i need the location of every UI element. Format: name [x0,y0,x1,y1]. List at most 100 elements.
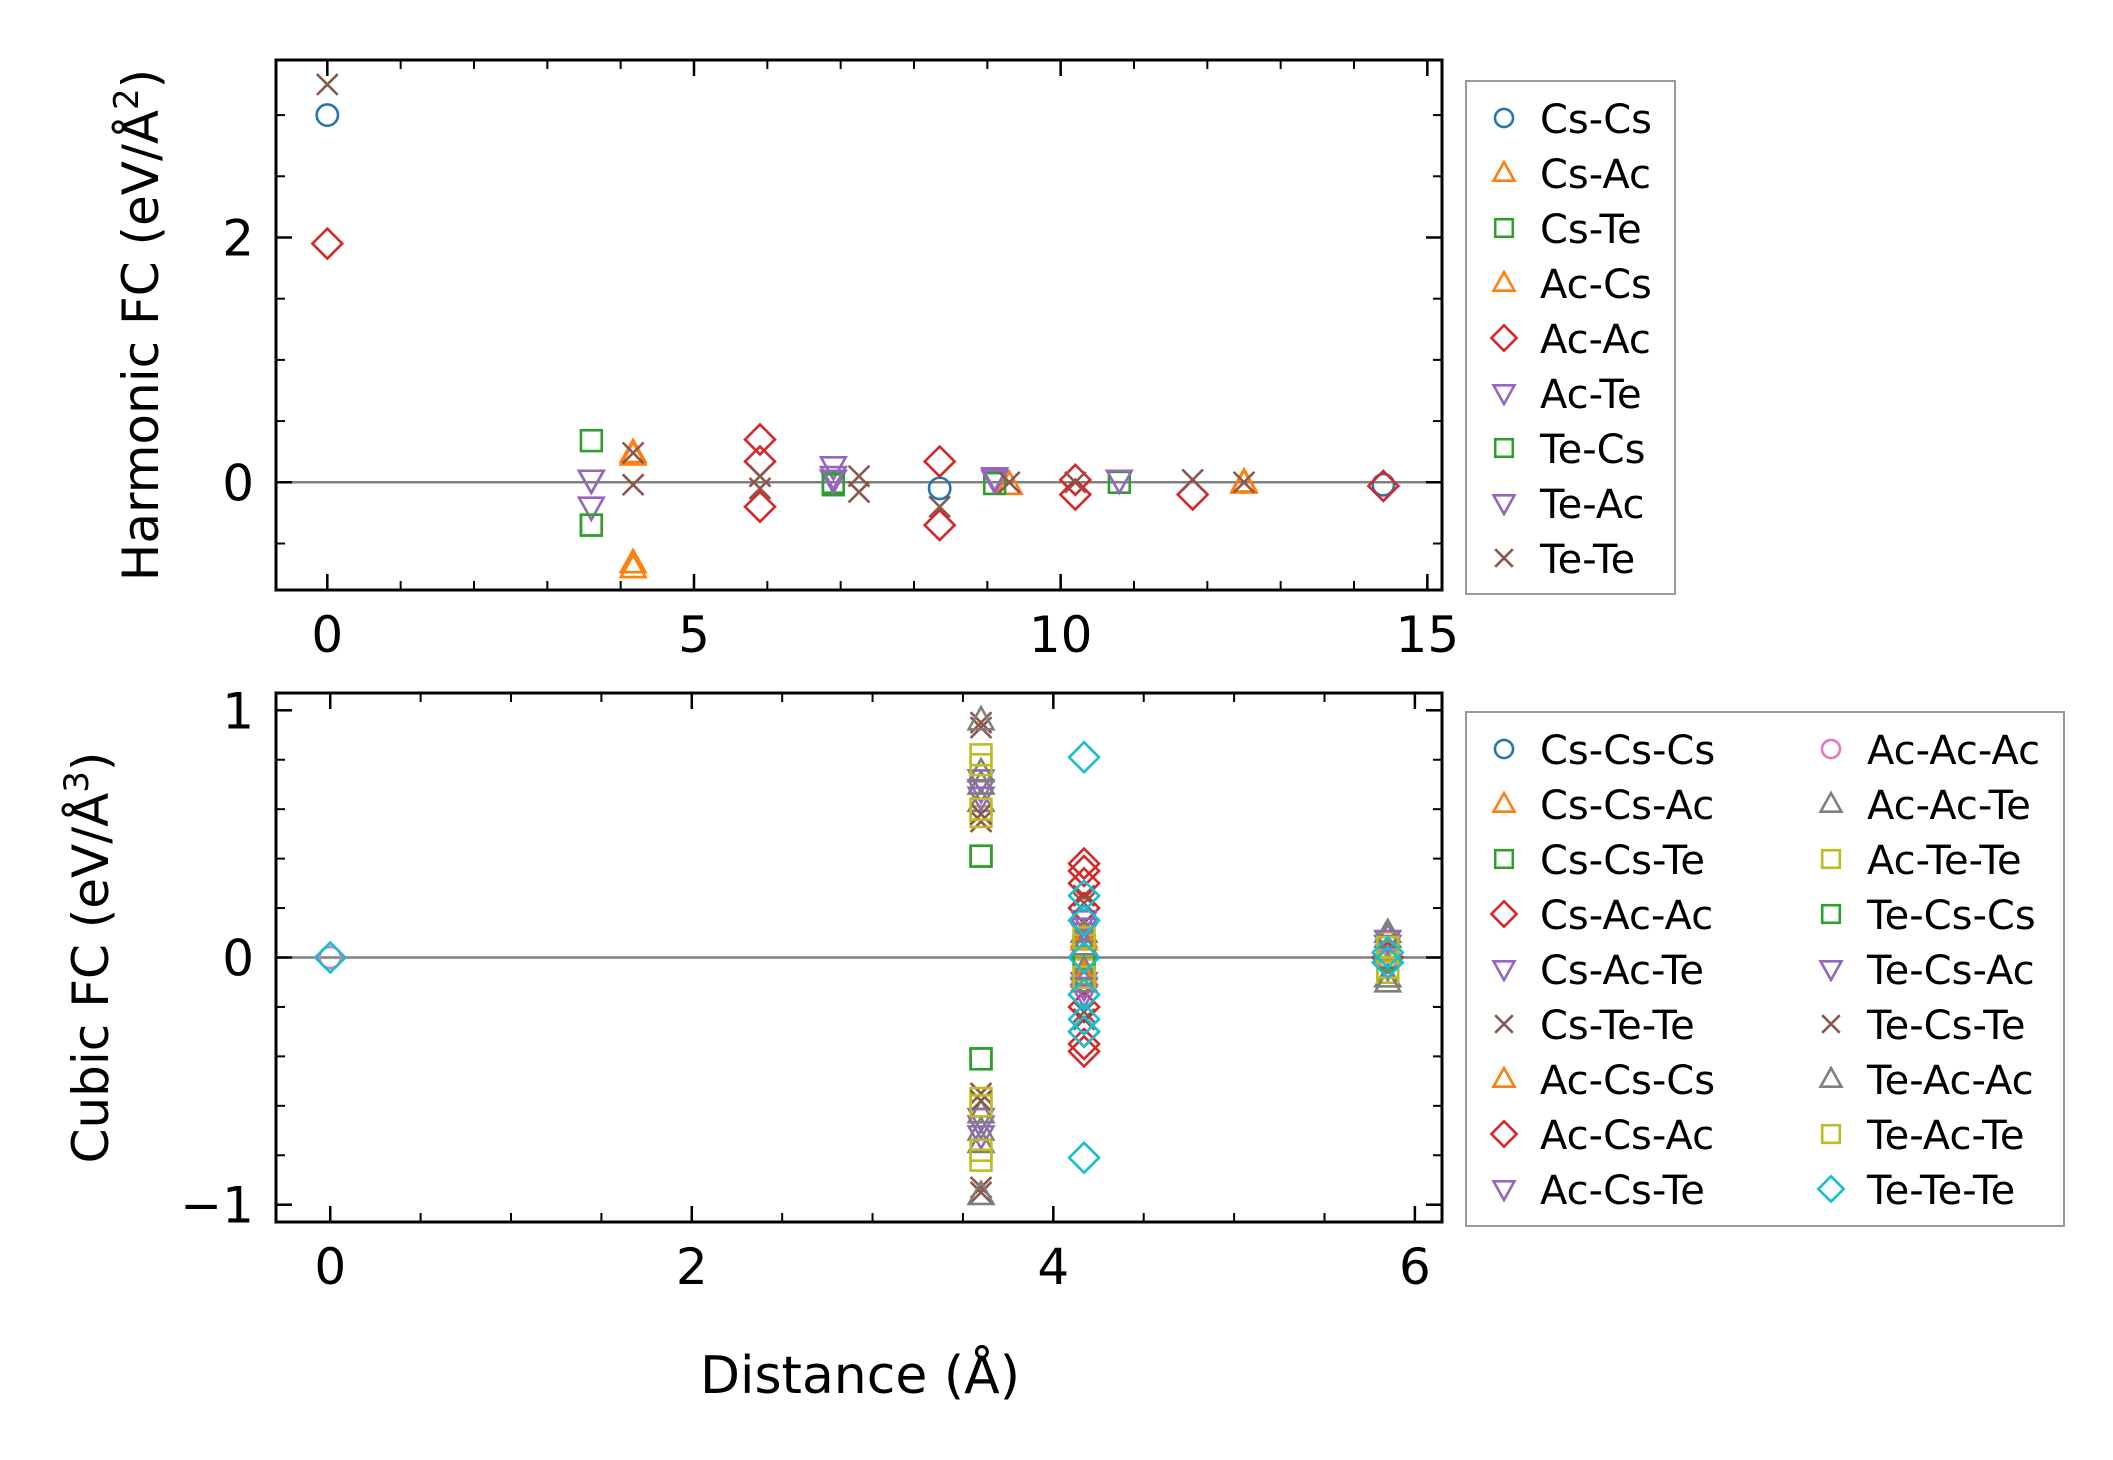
data-point-te-te [316,73,339,96]
data-point-te-te [1181,468,1204,492]
legend-label-ac-ac-ac: Ac-Ac-Ac [1867,728,2040,774]
data-point-ac-ac-te [1373,961,1403,988]
legend-marker-te-ac [1491,493,1517,517]
data-point-ac-ac [1058,463,1093,497]
data-points [310,73,1401,579]
data-point-ac-ac [743,489,777,524]
data-point-te-ac-ac [966,768,996,795]
data-point-cs-cs [315,103,340,128]
legend-label-cs-cs: Cs-Cs [1540,97,1652,143]
data-point-cs-te [579,428,604,453]
legend-label-cs-cs-cs: Cs-Cs-Cs [1540,728,1715,774]
data-point-ac-cs [618,547,648,574]
legend-label-te-ac: Te-Ac [1539,482,1644,528]
data-point-te-te-te [1067,1002,1101,1037]
data-point-te-ac [980,469,1010,496]
legend-marker-ac-cs [1491,269,1517,293]
plot-frame [274,58,1444,592]
data-point-cs-ac [618,552,648,579]
data-point-cs-te-te [969,1181,993,1204]
data-point-te-ac-te [969,1138,993,1163]
legend-label-cs-ac: Cs-Ac [1540,152,1651,198]
data-point-te-te-te [1067,740,1101,775]
cubic-fc-panel: 0 2 4 6 −1 0 1 Cubic FC (eV/Å3) Distance (Å) C… [57,682,2065,1406]
legend: Cs-Cs Cs-Ac Cs-Te Ac-Cs Ac-Ac Ac-Te Te-Cs Te-Ac… [1465,80,1676,595]
data-point-te-ac-te [969,1094,993,1118]
legend-marker-ac-cs-cs [1491,1065,1517,1088]
data-point-te-ac-te [1072,965,1096,989]
y-axis-label-superscript: 3 [57,771,97,793]
y-tick-label: 0 [222,930,254,988]
legend-marker-ac-ac [1489,323,1519,353]
data-point-te-cs-te [1072,1000,1096,1024]
legend-marker-te-te [1494,548,1514,568]
data-point-cs-te-te [969,1082,993,1105]
data-point-te-te-te [1067,977,1101,1012]
data-point-te-te [621,441,645,465]
data-point-te-te-te [1067,1140,1101,1175]
legend-label-cs-ac-te: Cs-Ac-Te [1540,948,1704,994]
legend-marker-cs-ac [1491,159,1517,182]
y-axis-label-superscript: 2 [107,88,147,110]
data-point-cs-te-te [969,810,993,833]
data-point-cs-ac [994,469,1024,496]
data-point-te-te-te [1370,945,1405,980]
x-tick-label: 0 [314,1238,346,1296]
data-point-te-ac-ac [966,704,996,731]
data-point-te-ac-ac [966,1179,996,1206]
data-point-te-te [1064,470,1087,494]
legend-frame [1465,711,2065,1227]
data-point-te-ac-ac [1373,966,1403,993]
legend-label-ac-cs-ac: Ac-Cs-Ac [1540,1113,1714,1159]
legend-label-te-cs: Te-Cs [1539,427,1645,473]
legend-marker-cs-ac-ac [1489,899,1519,929]
data-point-te-te-te [1067,903,1101,938]
data-point-ac-te [576,496,606,523]
data-point-ac-ac-ac [318,945,343,970]
data-point-te-te-te [1067,940,1101,975]
legend-marker-te-cs [1493,437,1515,459]
data-point-te-cs [821,473,846,497]
legend-marker-te-ac-te [1820,1123,1842,1145]
y-axis-label-end: ) [62,752,120,772]
y-tick-label: 1 [222,682,254,740]
legend-label-cs-te-te: Cs-Te-Te [1540,1003,1695,1049]
x-axis-label: Distance (Å) [700,1344,1020,1406]
data-point-cs-ac-ac [1067,846,1101,881]
data-point-ac-ac [743,422,777,457]
legend-label-ac-ac: Ac-Ac [1540,317,1651,363]
legend-label-ac-cs: Ac-Cs [1540,262,1652,308]
data-point-te-ac-ac [1373,917,1403,944]
data-point-te-ac-te [969,797,993,821]
data-points [313,704,1405,1206]
data-point-te-ac-te [1072,926,1096,950]
data-point-ac-te [818,469,848,496]
tick-labels: 0 5 10 15 0 2 [222,209,1459,664]
legend-marker-ac-ac-ac [1820,738,1842,760]
legend-marker-te-ac-ac [1818,1065,1844,1088]
data-point-te-te [998,470,1021,494]
data-point-ac-ac [310,226,345,261]
legend-label-cs-te: Cs-Te [1540,207,1642,253]
data-point-te-cs-te [969,802,993,826]
legend-marker-ac-cs-ac [1489,1119,1519,1149]
y-axis-label-end: ) [112,69,170,89]
legend: Cs-Cs-Cs Cs-Cs-Ac Cs-Cs-Te Cs-Ac-Ac Cs-Ac-Te… [1465,711,2065,1227]
legend-marker-cs-cs-ac [1491,790,1517,814]
data-point-te-te [621,473,645,497]
x-tick-label: 6 [1399,1238,1431,1296]
legend-label-te-te: Te-Te [1539,537,1635,583]
legend-label-te-ac-te: Te-Ac-Te [1866,1113,2024,1159]
data-point-te-cs-te [1072,891,1096,915]
data-point-cs-cs [1371,472,1396,497]
data-point-te-te [748,477,772,500]
legend-marker-ac-te [1491,383,1517,407]
x-tick-label: 15 [1396,606,1460,664]
data-point-te-cs-cs [969,844,993,868]
x-tick-label: 4 [1037,1238,1069,1296]
x-tick-label: 5 [678,606,710,664]
data-point-ac-ac [1058,477,1093,512]
data-point-te-te [1232,470,1256,494]
data-point-te-te-te [313,940,348,975]
